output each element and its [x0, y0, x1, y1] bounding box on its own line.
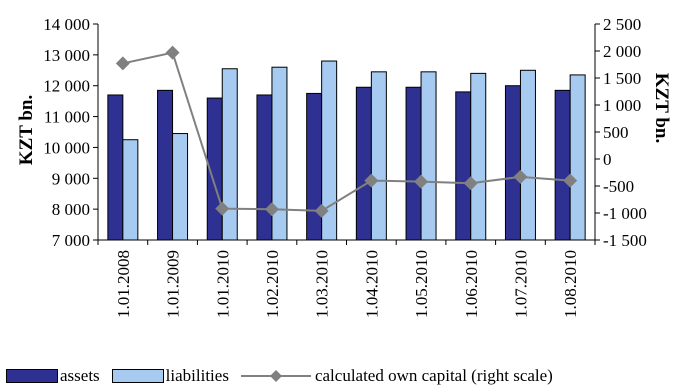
y-tick-label: 8 000	[52, 200, 90, 219]
y-tick-label: 12 000	[43, 77, 90, 96]
own-capital-point-1	[115, 56, 130, 71]
assets-swatch	[6, 369, 58, 383]
x-tick-label: 1.01.2008	[114, 250, 133, 318]
own-capital-point-2	[165, 45, 180, 60]
assets-bar-7	[405, 86, 422, 241]
y-tick-label: 11 000	[44, 108, 90, 127]
own-capital-line-swatch	[240, 370, 311, 382]
assets-bar-4	[256, 94, 273, 241]
liabilities-bar-3	[221, 68, 238, 241]
liabilities-bar-1	[122, 139, 139, 241]
chart: 7 000 8 000 9 000 10 000 11 000 12 000 13 000 1…	[16, 15, 672, 318]
own-capital-point-5	[314, 203, 329, 218]
y-tick-label: 9 000	[52, 169, 90, 188]
y-tick-label: 14 000	[43, 15, 90, 34]
legend-label-assets: assets	[60, 366, 100, 385]
assets-bar-2	[157, 89, 174, 241]
assets-bar-8	[455, 91, 472, 241]
own-capital-point-8	[463, 176, 478, 191]
liabilities-bar-8	[470, 72, 487, 241]
y2-tick-label: 1 000	[603, 96, 641, 115]
x-tick-label: 1.08.2010	[561, 250, 580, 318]
legend-item-assets: assets	[6, 366, 100, 386]
liabilities-swatch	[111, 369, 164, 383]
y-tick-label: 10 000	[43, 138, 90, 157]
assets-bar-5	[306, 92, 323, 241]
own-capital-point-10	[563, 173, 578, 188]
legend-item-liabilities: liabilities	[111, 366, 229, 386]
y2-tick-label: -1 000	[603, 204, 647, 223]
y2-tick-label: 0	[603, 150, 612, 169]
liabilities-bar-2	[172, 133, 189, 241]
x-tick-label: 1.03.2010	[313, 250, 332, 318]
assets-bar-1	[107, 94, 124, 241]
own-capital-point-3	[215, 201, 230, 216]
liabilities-bar-7	[420, 71, 437, 241]
liabilities-bar-9	[519, 69, 536, 241]
y2-tick-label: 2 000	[603, 42, 641, 61]
liabilities-bar-10	[569, 74, 586, 241]
y2-tick-label: -500	[603, 177, 634, 196]
assets-bar-10	[554, 89, 571, 241]
y2-axis-title: KZT bn.	[651, 73, 672, 143]
y-tick-label: 13 000	[43, 46, 90, 65]
legend-item-own-capital: calculated own capital (right scale)	[240, 366, 553, 386]
x-tick-label: 1.02.2010	[263, 250, 282, 318]
assets-bar-9	[504, 85, 521, 241]
y-tick-label: 7 000	[52, 231, 90, 250]
legend-label-liabilities: liabilities	[165, 366, 229, 385]
legend: assets liabilities calculated own capita…	[6, 366, 565, 386]
y2-tick-label: 2 500	[603, 15, 641, 34]
x-tick-label: 1.01.2009	[164, 250, 183, 318]
x-tick-label: 1.01.2010	[213, 250, 232, 318]
own-capital-point-9	[513, 169, 528, 184]
own-capital-point-4	[264, 202, 279, 217]
own-capital-point-6	[364, 173, 379, 188]
legend-label-own-capital: calculated own capital (right scale)	[314, 366, 553, 385]
own-capital-line	[122, 51, 571, 212]
y2-tick-label: -1 500	[603, 231, 647, 250]
y2-tick-label: 500	[603, 123, 629, 142]
own-capital-point-7	[414, 174, 429, 189]
x-tick-label: 1.05.2010	[412, 250, 431, 318]
y2-tick-label: 1 500	[603, 69, 641, 88]
x-tick-label: 1.04.2010	[362, 250, 381, 318]
x-tick-label: 1.07.2010	[511, 250, 530, 318]
assets-bar-6	[355, 86, 372, 241]
liabilities-bar-4	[271, 66, 288, 241]
x-tick-label: 1.06.2010	[462, 250, 481, 318]
y-axis-title: KZT bn.	[16, 95, 37, 165]
liabilities-bar-6	[370, 71, 387, 241]
